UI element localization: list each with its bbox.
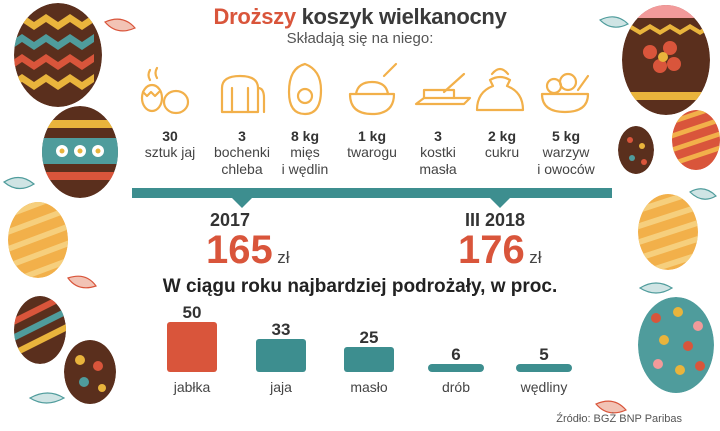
bar-value-label: 50 xyxy=(183,303,202,322)
basket-qty: 3 xyxy=(238,128,246,144)
egg-flowers-small xyxy=(64,340,116,404)
egg-small-dotted xyxy=(618,126,654,174)
basket-item-cheese: 1 kg twarogu xyxy=(327,128,417,161)
category-label: masło xyxy=(350,379,388,395)
bar-drób xyxy=(428,364,484,372)
meat-icon xyxy=(287,62,323,116)
egg-yellow-right xyxy=(638,194,698,270)
category-label: jaja xyxy=(269,379,292,395)
category-label: jabłka xyxy=(173,379,211,395)
egg-big-flower xyxy=(622,5,710,115)
basket-desc: cukru xyxy=(484,144,520,160)
bar-value-label: 33 xyxy=(272,320,291,339)
bar-jaja xyxy=(256,339,306,372)
basket-item-butter: 3 kostki masła xyxy=(393,128,483,178)
basket-qty: 2 kg xyxy=(487,128,516,144)
egg-flower-band xyxy=(42,106,118,198)
price-left-value: 165 xyxy=(206,228,273,272)
basket-desc-2: chleba xyxy=(221,161,263,177)
bar-value-label: 6 xyxy=(451,345,460,364)
price-right-label: III 2018 xyxy=(465,210,526,230)
bar-masło xyxy=(344,347,394,372)
basket-qty: 5 kg xyxy=(551,128,580,144)
title-accent: Droższy xyxy=(213,4,297,29)
vegetable-bowl-icon xyxy=(540,72,590,114)
basket-desc: kostki xyxy=(420,144,456,160)
basket-desc: sztuk jaj xyxy=(144,144,196,160)
leaf-decoration xyxy=(2,16,717,414)
basket-qty: 30 xyxy=(162,128,178,144)
price-right-value: 176 xyxy=(458,228,525,272)
basket-desc: warzyw xyxy=(542,144,590,160)
price-right-currency: zł xyxy=(529,248,542,267)
bread-icon xyxy=(220,74,266,114)
basket-item-vegetables: 5 kg warzyw i owoców xyxy=(521,128,611,178)
sugar-sack-icon xyxy=(475,67,525,112)
eggs-icon xyxy=(140,66,190,115)
basket-desc-2: i owoców xyxy=(537,161,595,177)
basket-desc: mięs xyxy=(290,144,320,160)
basket-desc-2: i wędlin xyxy=(281,161,329,177)
bar-value-label: 5 xyxy=(539,345,548,364)
basket-item-bread: 3 bochenki chleba xyxy=(197,128,287,178)
page-subtitle: Składają się na niego: xyxy=(286,30,434,47)
cheese-bowl-icon xyxy=(348,62,398,116)
category-label: drób xyxy=(442,379,470,395)
price-left-label: 2017 xyxy=(210,210,251,230)
butter-icon xyxy=(414,72,472,106)
basket-desc: twarogu xyxy=(347,144,397,160)
price-left: 165 zł xyxy=(206,228,289,273)
basket-item-meat: 8 kg mięs i wędlin xyxy=(260,128,350,178)
page-title: Droższy koszyk wielkanocny xyxy=(0,4,720,30)
title-rest: koszyk wielkanocny xyxy=(295,4,507,29)
category-label: wędliny xyxy=(520,379,568,395)
price-left-currency: zł xyxy=(277,248,290,267)
egg-teal-dots xyxy=(638,297,714,393)
chart-title: W ciągu roku najbardziej podrożały, w pr… xyxy=(162,276,558,297)
source-note: Źródło: BGŻ BNP Paribas xyxy=(556,413,682,425)
basket-item-sugar: 2 kg cukru xyxy=(457,128,547,161)
basket-desc: bochenki xyxy=(213,144,271,160)
basket-qty: 8 kg xyxy=(290,128,319,144)
price-band xyxy=(132,188,612,208)
basket-icons xyxy=(140,62,590,116)
basket-qty: 1 kg xyxy=(357,128,386,144)
basket-desc-2: masła xyxy=(419,161,457,177)
egg-orange-stripes xyxy=(672,110,720,170)
basket-item-eggs: 30 sztuk jaj xyxy=(125,128,215,161)
bar-chart: 50 jabłka 33 jaja 25 masło 6 drób 5 wędliny xyxy=(167,303,572,395)
basket-qty: 3 xyxy=(434,128,442,144)
egg-zigzag xyxy=(14,3,102,107)
bar-wędliny xyxy=(516,364,572,372)
bar-value-label: 25 xyxy=(360,328,379,347)
price-right: 176 zł xyxy=(458,228,541,273)
bar-jabłka xyxy=(167,322,217,372)
